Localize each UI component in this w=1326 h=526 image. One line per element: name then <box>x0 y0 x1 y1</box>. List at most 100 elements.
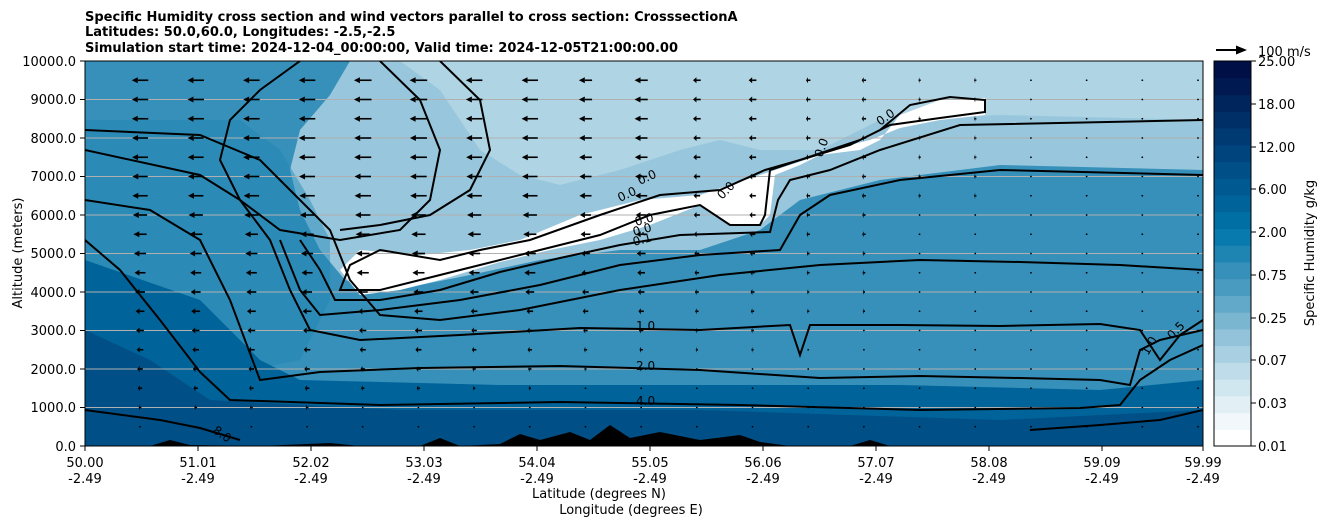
contour-line <box>279 168 1203 317</box>
wind-vector <box>189 231 203 238</box>
chart-title: Specific Humidity cross section and wind… <box>85 10 738 56</box>
wind-vector <box>1141 233 1144 236</box>
y-tick-label: 1000.0 <box>31 401 77 416</box>
wind-vector <box>1085 137 1088 139</box>
wind-vector <box>751 368 754 370</box>
wind-vector <box>410 192 427 199</box>
wind-vector <box>639 346 643 353</box>
wind-vector <box>523 250 536 257</box>
wind-vector <box>1197 252 1199 255</box>
wind-vector <box>521 135 538 141</box>
x-tick-lat: 52.02 <box>292 456 329 471</box>
wind-vector <box>862 250 866 257</box>
wind-vector <box>861 154 867 161</box>
x-tick-lon: -2.49 <box>746 472 780 487</box>
wind-vector <box>1197 117 1199 120</box>
wind-vector <box>1141 387 1144 390</box>
x-tick-lon: -2.49 <box>1085 472 1119 487</box>
contour-line <box>338 95 986 291</box>
wind-vector <box>637 269 646 276</box>
y-tick-label: 6000.0 <box>31 209 77 224</box>
wind-vector <box>1030 348 1032 351</box>
wind-vector <box>249 385 254 392</box>
contour-lines <box>85 61 1203 441</box>
wind-vector <box>133 250 147 257</box>
wind-vector <box>1030 214 1032 216</box>
wind-vector <box>187 135 204 141</box>
x-tick-lon: -2.49 <box>520 472 554 487</box>
colorbar: 25.00 18.00 12.00 6.00 2.00 0.75 0.25 0.… <box>1213 55 1318 455</box>
wind-vector <box>1197 156 1199 159</box>
wind-vector <box>862 368 865 370</box>
wind-vector <box>636 231 647 238</box>
wind-vector <box>357 289 368 295</box>
wind-vector <box>1197 348 1199 351</box>
wind-vector <box>807 348 810 351</box>
wind-vector <box>578 115 593 122</box>
wind-vector <box>247 327 256 334</box>
wind-vector <box>862 212 866 218</box>
wind-vector <box>414 327 422 334</box>
wind-vector <box>526 308 534 315</box>
wind-vector <box>1030 79 1032 82</box>
wind-vector <box>806 231 810 238</box>
wind-vector <box>356 250 370 257</box>
wind-vector <box>1085 348 1088 351</box>
wind-vector <box>974 425 977 428</box>
colorbar-band <box>1214 395 1251 414</box>
contour-label: 1.0 <box>636 319 655 333</box>
contour-label: 0.0 <box>631 220 653 238</box>
wind-vector <box>248 366 255 372</box>
x-axis-label-lat: Latitude (degrees N) <box>532 487 666 502</box>
wind-vector <box>1141 329 1144 332</box>
wind-vector <box>693 154 701 161</box>
wind-vector <box>751 425 754 428</box>
wind-vector <box>243 192 260 199</box>
wind-vector <box>695 406 698 409</box>
x-tick-lat: 58.08 <box>970 456 1007 471</box>
wind-vector <box>466 135 483 141</box>
wind-vector <box>861 115 867 122</box>
wind-vector <box>579 135 592 141</box>
wind-vector <box>1085 252 1088 255</box>
wind-vector <box>918 425 921 428</box>
y-tick-label: 8000.0 <box>31 132 77 147</box>
wind-vector <box>579 173 592 180</box>
wind-vector <box>1030 156 1032 159</box>
wind-vector <box>695 308 699 315</box>
humidity-band-lower <box>85 260 1203 446</box>
wind-vector <box>1085 214 1088 216</box>
y-tick-label: 4000.0 <box>31 286 77 301</box>
wind-vector <box>861 192 866 199</box>
wind-vector <box>1030 310 1032 313</box>
wind-vector <box>974 387 977 390</box>
wind-vector <box>473 406 476 409</box>
wind-vector <box>582 308 589 315</box>
x-axis: 50.00 -2.49 51.01 -2.49 52.02 -2.49 53.0… <box>66 446 1222 518</box>
wind-vector <box>299 173 316 180</box>
wind-vector <box>581 269 590 276</box>
wind-vector <box>807 368 810 370</box>
wind-vector <box>806 115 811 122</box>
wind-vector <box>190 289 201 295</box>
colorbar-tick-label: 0.07 <box>1258 354 1287 369</box>
wind-vector <box>187 173 204 180</box>
wind-vector <box>246 308 256 315</box>
wind-vector <box>246 289 257 295</box>
wind-vector <box>132 173 148 180</box>
contour-line <box>299 119 1203 301</box>
wind-vector <box>191 308 201 315</box>
wind-vector <box>521 96 539 103</box>
wind-vector <box>1030 271 1032 274</box>
wind-vector <box>1141 117 1144 120</box>
wind-vector <box>918 192 921 199</box>
colorbar-band <box>1214 379 1251 397</box>
wind-vector <box>918 154 921 161</box>
wind-vector <box>133 231 147 238</box>
wind-vector <box>306 425 308 428</box>
contour-line <box>85 129 1203 322</box>
wind-vector <box>974 192 977 199</box>
wind-vector <box>807 425 810 428</box>
wind-vector <box>361 406 364 409</box>
